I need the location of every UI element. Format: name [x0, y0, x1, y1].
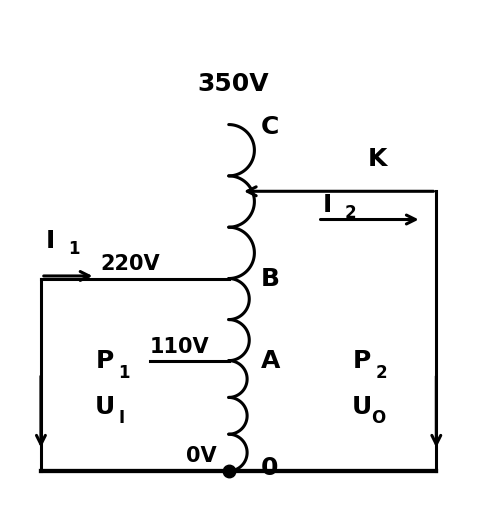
Text: K: K — [367, 147, 387, 171]
Text: O: O — [371, 409, 386, 427]
Text: 2: 2 — [375, 364, 387, 382]
Text: 0: 0 — [261, 457, 278, 480]
Text: B: B — [261, 267, 280, 291]
Text: I: I — [118, 409, 125, 427]
Text: I: I — [46, 229, 55, 253]
Text: U: U — [95, 395, 115, 419]
Text: U: U — [352, 395, 372, 419]
Text: A: A — [261, 349, 280, 373]
Text: 1: 1 — [118, 364, 130, 382]
Text: 1: 1 — [68, 240, 80, 258]
Text: 0V: 0V — [186, 446, 216, 466]
Text: 220V: 220V — [100, 254, 160, 275]
Text: P: P — [353, 349, 371, 373]
Text: C: C — [261, 115, 279, 139]
Text: P: P — [96, 349, 114, 373]
Text: 110V: 110V — [149, 336, 209, 357]
Text: 350V: 350V — [198, 72, 269, 96]
Text: I: I — [323, 193, 332, 217]
Text: 2: 2 — [345, 204, 356, 222]
